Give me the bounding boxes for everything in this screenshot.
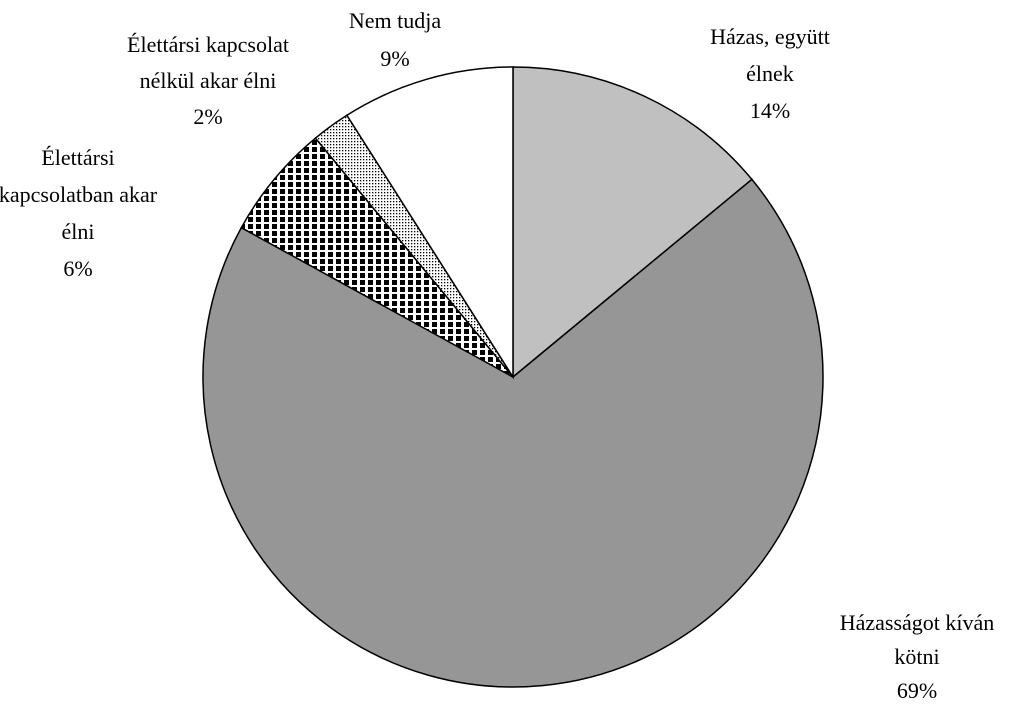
category-name: Élettársi kapcsolat nélkül akar élni — [127, 32, 289, 93]
pie-slice — [202, 178, 824, 688]
slice-label: Nem tudja 9% — [349, 2, 441, 78]
category-name: Házasságot kíván kötni — [839, 610, 995, 669]
slice-label: Élettársi kapcsolat nélkül akar élni 2% — [127, 27, 289, 135]
category-name: Nem tudja — [348, 8, 442, 33]
value-label: 6% — [63, 256, 93, 281]
value-label: 9% — [380, 46, 410, 71]
value-label: 2% — [193, 104, 223, 129]
value-label: 69% — [896, 678, 938, 703]
pie-slice — [345, 66, 514, 380]
category-name: Élettársi kapcsolatban akar élni — [0, 145, 158, 244]
slice-label: Élettársi kapcsolatban akar élni 6% — [0, 139, 157, 287]
pie-slice — [512, 66, 753, 379]
slice-label: Házas, együtt élnek 14% — [710, 18, 830, 129]
slice-label: Házasságot kíván kötni 69% — [840, 606, 995, 708]
category-name: Házas, együtt élnek — [710, 24, 830, 86]
value-label: 14% — [749, 98, 791, 123]
